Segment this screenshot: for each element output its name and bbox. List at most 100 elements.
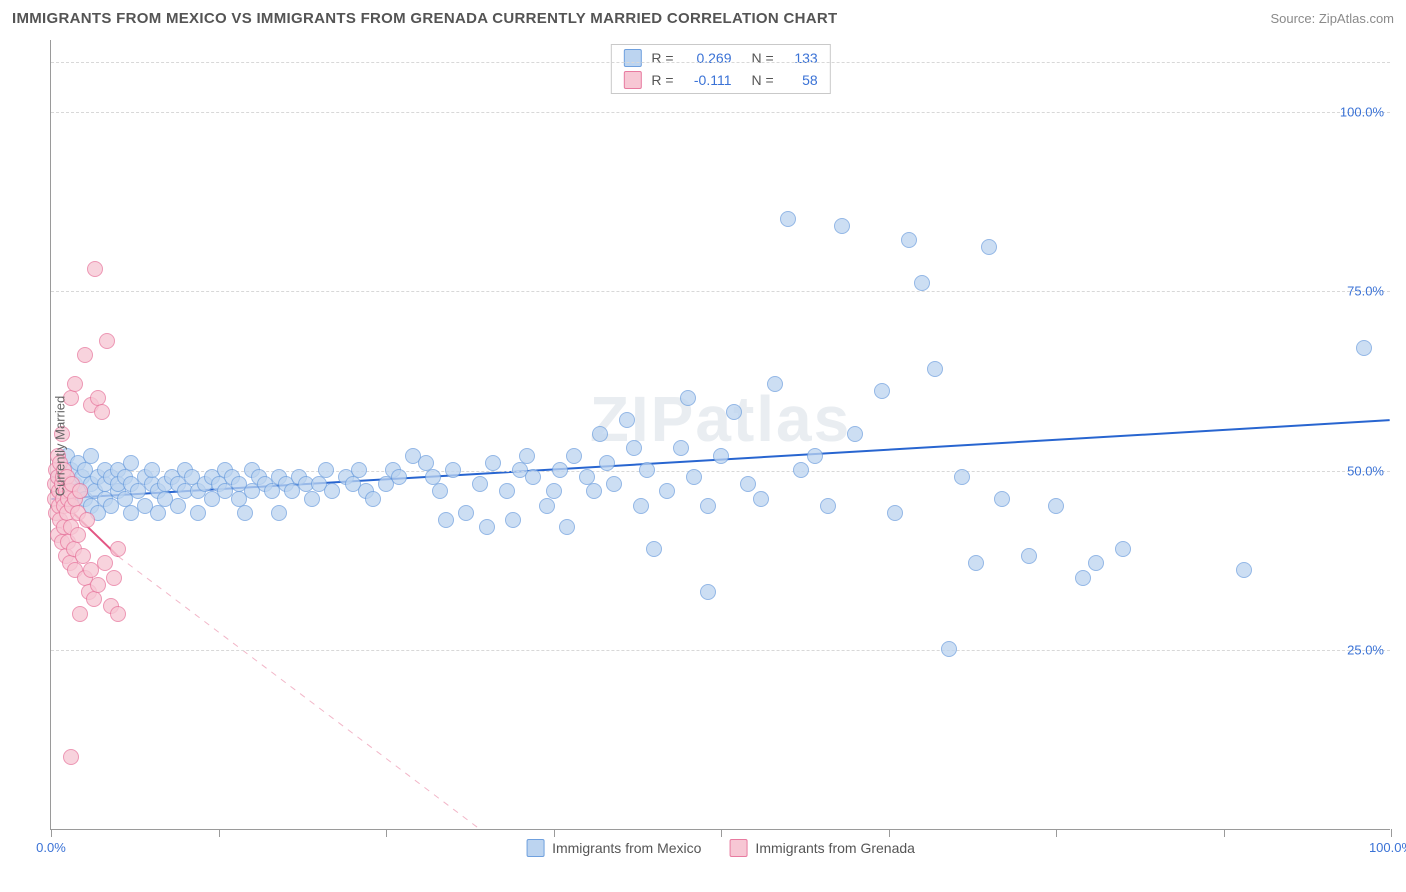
x-tick [1056,829,1057,837]
data-point [150,505,166,521]
y-tick-label: 50.0% [1347,463,1384,478]
data-point [673,440,689,456]
r-label: R = [651,72,673,88]
data-point [1115,541,1131,557]
y-tick-label: 100.0% [1340,104,1384,119]
data-point [63,749,79,765]
x-tick [554,829,555,837]
data-point [505,512,521,528]
gridline [51,650,1390,651]
data-point [94,404,110,420]
data-point [552,462,568,478]
data-point [458,505,474,521]
y-axis-label: Currently Married [53,396,68,496]
data-point [700,498,716,514]
data-point [566,448,582,464]
r-value: -0.111 [684,72,732,88]
data-point [304,491,320,507]
data-point [391,469,407,485]
data-point [619,412,635,428]
legend-item: Immigrants from Mexico [526,839,701,857]
data-point [820,498,836,514]
legend-label: Immigrants from Grenada [755,840,915,856]
x-tick-label: 100.0% [1369,840,1406,855]
data-point [1356,340,1372,356]
data-point [519,448,535,464]
data-point [170,498,186,514]
data-point [954,469,970,485]
data-point [525,469,541,485]
data-point [97,555,113,571]
trend-lines [51,40,1390,829]
legend-series: Immigrants from Mexico Immigrants from Gr… [526,839,915,857]
x-tick [386,829,387,837]
data-point [237,505,253,521]
data-point [981,239,997,255]
data-point [86,591,102,607]
n-value: 133 [784,50,818,66]
data-point [847,426,863,442]
data-point [968,555,984,571]
gridline [51,112,1390,113]
data-point [780,211,796,227]
data-point [740,476,756,492]
data-point [1075,570,1091,586]
legend-item: Immigrants from Grenada [729,839,915,857]
data-point [67,376,83,392]
data-point [72,606,88,622]
data-point [1088,555,1104,571]
gridline [51,62,1390,63]
data-point [606,476,622,492]
data-point [713,448,729,464]
chart-title: IMMIGRANTS FROM MEXICO VS IMMIGRANTS FRO… [12,10,838,27]
data-point [485,455,501,471]
data-point [807,448,823,464]
scatter-plot: ZIPatlas R =0.269N =133R =-0.111N =58 Im… [50,40,1390,830]
data-point [479,519,495,535]
data-point [633,498,649,514]
legend-stat-row: R =-0.111N =58 [611,69,829,91]
data-point [700,584,716,600]
data-point [438,512,454,528]
data-point [599,455,615,471]
data-point [79,512,95,528]
r-label: R = [651,50,673,66]
data-point [110,606,126,622]
data-point [941,641,957,657]
data-point [887,505,903,521]
data-point [626,440,642,456]
data-point [793,462,809,478]
data-point [87,261,103,277]
x-tick [219,829,220,837]
data-point [123,455,139,471]
data-point [190,505,206,521]
x-tick [889,829,890,837]
data-point [726,404,742,420]
data-point [144,462,160,478]
data-point [83,448,99,464]
data-point [646,541,662,557]
data-point [1021,548,1037,564]
data-point [753,491,769,507]
legend-stat-row: R =0.269N =133 [611,47,829,69]
data-point [927,361,943,377]
data-point [994,491,1010,507]
legend-swatch [729,839,747,857]
y-tick-label: 75.0% [1347,284,1384,299]
data-point [432,483,448,499]
data-point [271,505,287,521]
data-point [351,462,367,478]
data-point [539,498,555,514]
data-point [110,541,126,557]
data-point [686,469,702,485]
data-point [914,275,930,291]
legend-swatch [623,49,641,67]
legend-swatch [623,71,641,89]
x-tick [1224,829,1225,837]
data-point [901,232,917,248]
data-point [680,390,696,406]
x-tick [721,829,722,837]
data-point [592,426,608,442]
data-point [834,218,850,234]
data-point [99,333,115,349]
